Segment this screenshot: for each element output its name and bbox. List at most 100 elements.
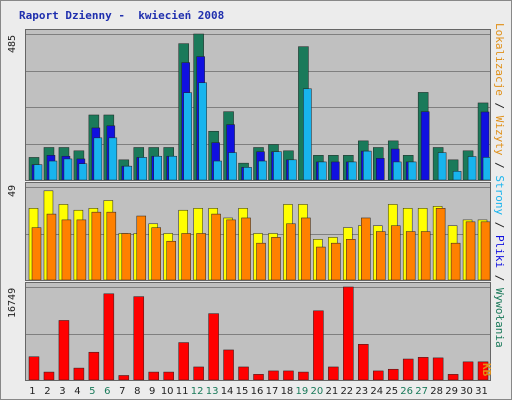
bar-wizyty (121, 233, 132, 281)
x-tick-label: 15 (236, 386, 249, 397)
bar-pliki (437, 152, 447, 181)
bar-wizyty (450, 242, 461, 281)
x-tick-label: 5 (89, 386, 95, 397)
x-tick-label: 8 (134, 386, 140, 397)
bar-pliki (138, 157, 148, 181)
bar-pliki (303, 88, 312, 181)
x-tick-label: 17 (266, 386, 279, 397)
bar-pliki (273, 151, 282, 181)
bar-pliki (108, 137, 118, 181)
visits-chart (26, 187, 491, 281)
bar-kb (118, 375, 130, 381)
bar-wizyty (211, 213, 221, 281)
bar-pliki (392, 161, 402, 181)
bar-kb (88, 351, 100, 381)
bar-kb (328, 366, 339, 381)
bar-pliki (228, 152, 237, 181)
x-tick-label: 24 (370, 386, 383, 397)
bar-kb (103, 293, 115, 381)
bar-pliki (318, 161, 327, 181)
report-title: Raport Dzienny - kwiecień 2008 (19, 9, 225, 22)
hits-chart-panel (25, 29, 492, 181)
bar-kb (298, 371, 309, 381)
bar-pliki (258, 160, 267, 181)
x-tick-label: 3 (59, 386, 65, 397)
x-tick-label: 19 (296, 386, 309, 397)
bar-wizyty (390, 225, 401, 281)
legend-strony: Strony (493, 175, 506, 216)
bar-kb (58, 320, 70, 381)
x-tick-label: 9 (149, 386, 155, 397)
hits-chart (26, 33, 492, 181)
bar-wizyty (31, 227, 42, 281)
x-tick-label: 30 (460, 386, 473, 397)
bar-wizyty (226, 219, 236, 281)
bar-wizyty (76, 219, 87, 281)
bar-wizyty (241, 217, 251, 281)
legend-lokalizacje: Lokalizacje (493, 23, 506, 96)
bar-kb (253, 374, 264, 381)
bar-wizyty (420, 231, 431, 281)
bar-wizyty (256, 242, 266, 281)
bar-kb (343, 286, 354, 381)
legend-separator: / (493, 215, 506, 235)
bar-wizyty (376, 231, 386, 281)
x-tick-label: 6 (104, 386, 110, 397)
bar-kb (447, 374, 459, 381)
bar-pliki (63, 158, 73, 181)
bar-pliki (48, 160, 58, 181)
x-tick-label: 4 (74, 386, 80, 397)
bar-pliki (348, 161, 357, 181)
bar-kb (358, 344, 369, 381)
legend-separator: / (493, 268, 506, 288)
ymax-kb-label: 16749 (7, 287, 18, 318)
bar-pliki (153, 155, 162, 181)
bar-kb (387, 368, 399, 381)
bar-wizyty (465, 221, 476, 281)
x-tick-label: 12 (191, 386, 204, 397)
bar-wizyty (61, 219, 72, 281)
x-tick-label: 2 (44, 386, 50, 397)
x-tick-label: 21 (325, 386, 338, 397)
bar-pliki (168, 155, 177, 181)
bar-strony (420, 111, 430, 181)
visits-chart-panel (25, 182, 491, 281)
x-tick-label: 26 (400, 386, 413, 397)
x-tick-label: 23 (355, 386, 368, 397)
bar-pliki (33, 164, 43, 181)
bar-pliki (198, 82, 207, 181)
bar-kb (283, 370, 294, 381)
x-tick-label: 11 (176, 386, 189, 397)
bar-wizyty (106, 211, 117, 281)
bar-kb (73, 367, 85, 381)
x-tick-label: 28 (430, 386, 443, 397)
bar-pliki (288, 159, 297, 181)
ymax-visits-label: 49 (7, 184, 18, 197)
bar-wizyty (346, 239, 356, 281)
bar-wizyty (46, 213, 57, 281)
bar-pliki (123, 165, 133, 181)
bar-wizyty (301, 217, 311, 281)
bar-wizyty (136, 215, 147, 281)
bar-wizyty (91, 211, 102, 281)
x-tick-label: 1 (29, 386, 35, 397)
legend-wywolania: Wywołania (493, 287, 506, 348)
bar-wizyty (480, 221, 491, 281)
bar-kb (402, 358, 414, 381)
x-tick-label: 7 (119, 386, 125, 397)
bar-wizyty (271, 237, 281, 281)
bar-pliki (93, 137, 103, 181)
bar-strony (331, 161, 340, 181)
bar-pliki (243, 167, 252, 181)
bar-pliki (452, 171, 462, 181)
bar-wizyty (435, 208, 446, 281)
x-tick-label: 13 (206, 386, 219, 397)
bar-kb (163, 371, 174, 381)
kb-chart (26, 286, 490, 381)
bar-wizyty (331, 242, 341, 281)
bar-wizyty (361, 217, 371, 281)
bar-kb (238, 366, 249, 381)
x-tick-label: 22 (340, 386, 353, 397)
legend-pliki: Pliki (493, 234, 506, 269)
x-tick-label: 25 (385, 386, 398, 397)
